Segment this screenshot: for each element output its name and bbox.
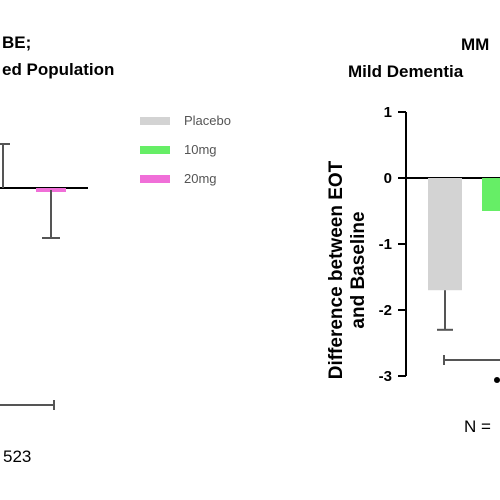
left-chart-title-line-2: ed Population (2, 60, 114, 79)
right-chart-title-line-2: Mild Dementia (348, 62, 464, 81)
right-chart-bar-placebo (428, 178, 462, 291)
right-chart-ylabel-line-2: and Baseline (348, 211, 369, 328)
right-chart-y-tick-label: -2 (379, 302, 392, 319)
legend-swatch-placebo (140, 117, 170, 125)
legend-swatch-10mg (140, 146, 170, 154)
left-chart-n-label: 523 (3, 447, 31, 466)
legend-label-20mg: 20mg (184, 171, 217, 186)
right-chart-bracket-dot (494, 377, 500, 383)
right-chart-y-tick-label: 0 (384, 170, 392, 187)
right-chart-y-tick-label: -3 (379, 368, 392, 385)
right-chart-title-line-1: MM (461, 35, 489, 54)
right-chart-n-label: N = (464, 417, 491, 436)
right-chart-ylabel-line-1: Difference between EOT (326, 160, 347, 379)
right-chart-bar-10mg (482, 178, 500, 211)
right-chart: MM Mild Dementia Difference between EOT … (326, 35, 500, 436)
left-chart: BE; ed Population 523 (0, 33, 114, 466)
right-chart-y-tick-label: -1 (379, 236, 392, 253)
legend-label-10mg: 10mg (184, 142, 217, 157)
right-chart-y-tick-label: 1 (384, 104, 392, 121)
legend-label-placebo: Placebo (184, 113, 231, 128)
legend: Placebo 10mg 20mg (140, 113, 231, 186)
left-chart-title-line-1: BE; (2, 33, 31, 52)
legend-swatch-20mg (140, 175, 170, 183)
right-chart-y-ticks: 1 0 -1 -2 -3 (379, 104, 406, 385)
